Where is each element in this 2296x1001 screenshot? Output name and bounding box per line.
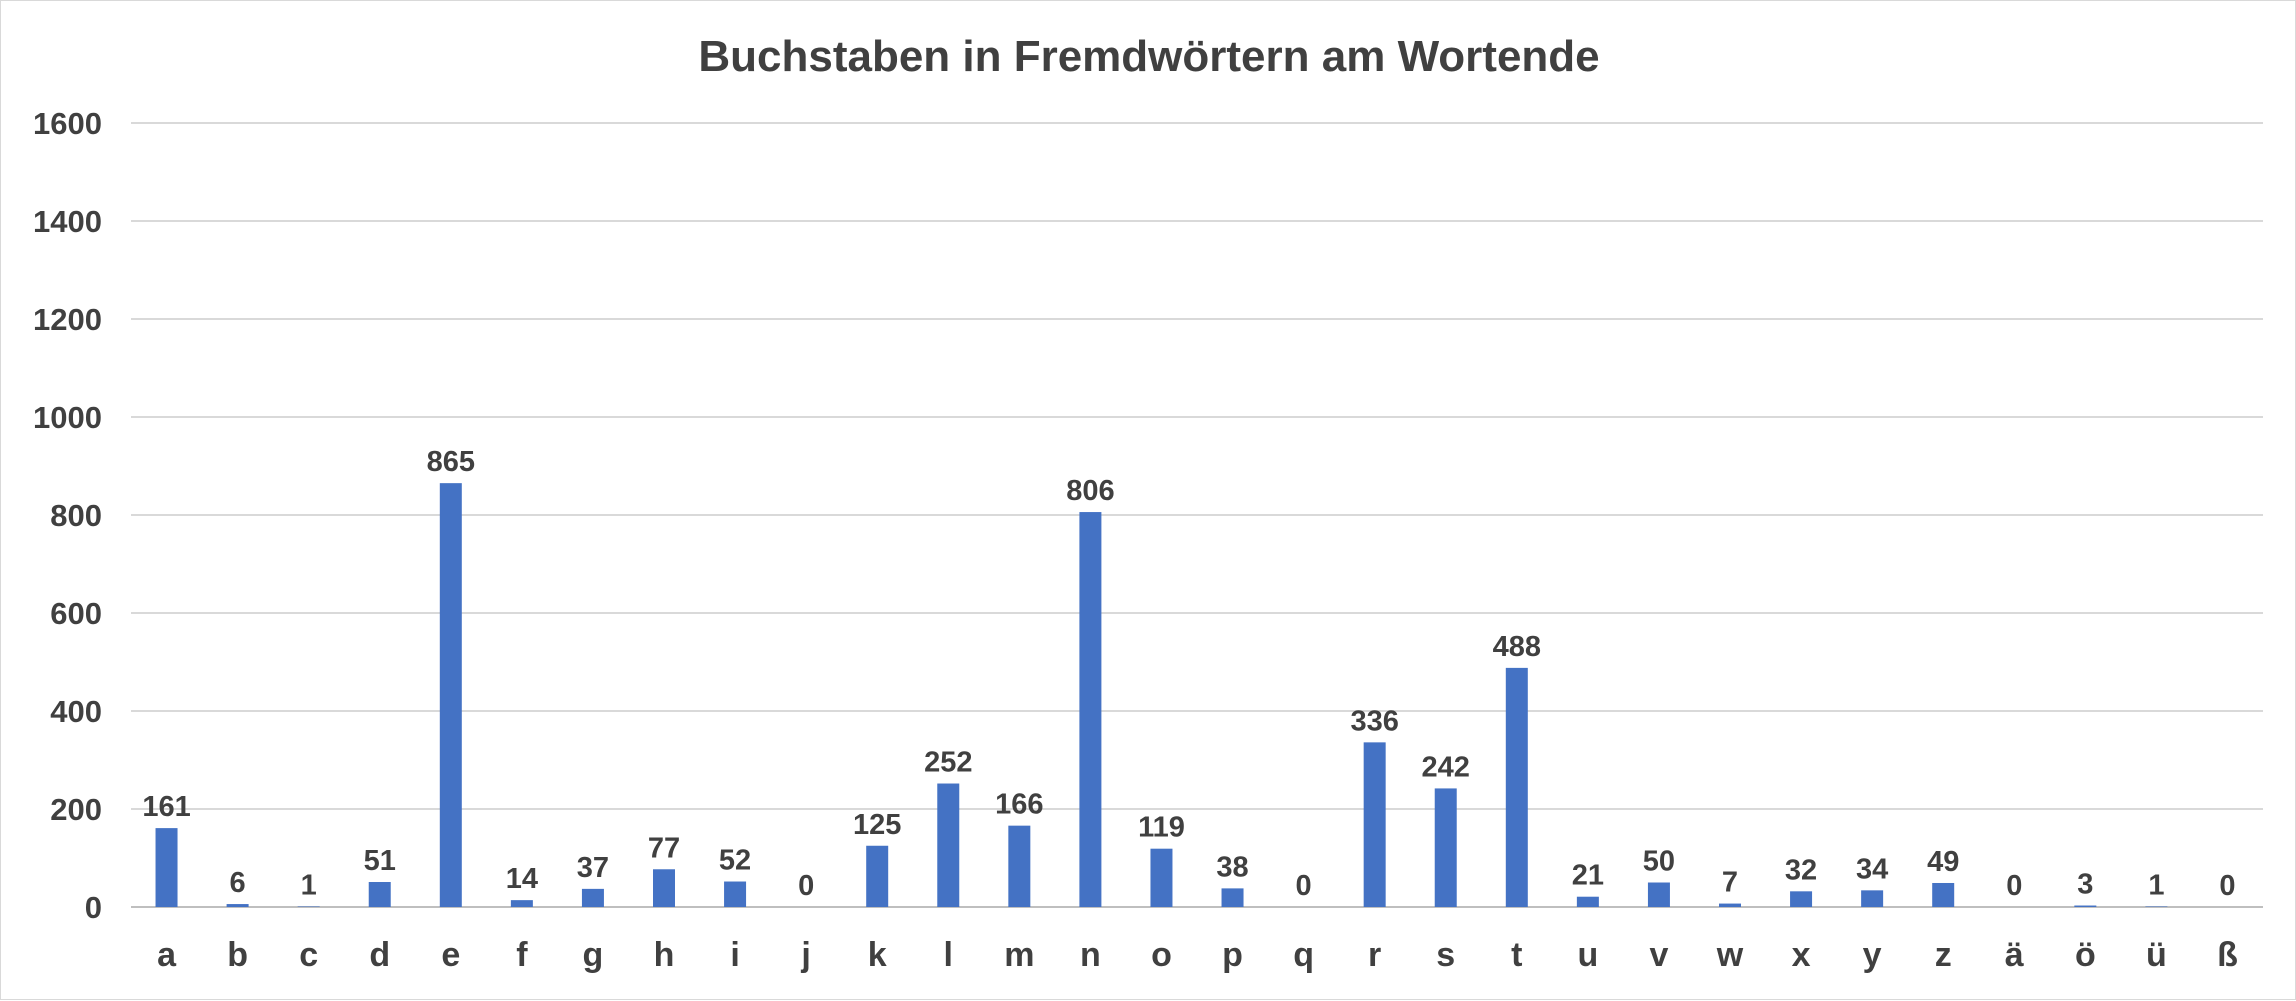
bar: [1790, 891, 1812, 907]
data-label: 0: [2219, 870, 2235, 902]
bar: [1222, 888, 1244, 907]
data-label: 37: [577, 852, 609, 884]
x-tick-label: y: [1863, 936, 1882, 974]
x-tick-label: ß: [2217, 936, 2238, 974]
x-tick-label: ä: [2005, 936, 2024, 974]
data-label: 252: [924, 747, 972, 779]
x-tick-label: i: [730, 936, 739, 974]
y-tick-label: 1200: [33, 302, 102, 337]
bar: [369, 882, 391, 907]
bar: [582, 889, 604, 907]
y-tick-label: 1600: [33, 106, 102, 141]
x-tick-label: d: [369, 936, 390, 974]
bar: [724, 882, 746, 907]
y-axis-ticks: 0 200 400 600 800 1000 1200 1400 1600: [33, 106, 102, 925]
x-tick-label: b: [227, 936, 248, 974]
x-tick-label: c: [299, 936, 318, 974]
x-tick-label: l: [944, 936, 953, 974]
bar: [2074, 906, 2096, 907]
x-tick-label: g: [583, 936, 604, 974]
x-tick-label: t: [1511, 936, 1522, 974]
bar: [440, 483, 462, 907]
bar: [1364, 742, 1386, 907]
data-label: 77: [648, 832, 680, 864]
data-label: 488: [1493, 631, 1541, 663]
data-label: 14: [506, 863, 538, 895]
data-label: 34: [1856, 853, 1888, 885]
y-tick-label: 1000: [33, 400, 102, 435]
data-label: 125: [853, 809, 901, 841]
y-tick-label: 1400: [33, 204, 102, 239]
data-label: 3: [2077, 869, 2093, 901]
y-tick-label: 400: [50, 694, 102, 729]
data-label: 0: [2006, 870, 2022, 902]
y-tick-label: 0: [85, 890, 102, 925]
bar: [1719, 904, 1741, 907]
data-label: 49: [1927, 846, 1959, 878]
bar: [227, 904, 249, 907]
x-tick-label: z: [1935, 936, 1952, 974]
data-label: 336: [1350, 705, 1398, 737]
y-tick-label: 600: [50, 596, 102, 631]
x-tick-label: e: [441, 936, 460, 974]
bar: [866, 846, 888, 907]
data-label: 161: [142, 791, 190, 823]
x-tick-label: n: [1080, 936, 1101, 974]
y-tick-label: 200: [50, 792, 102, 827]
x-tick-label: m: [1004, 936, 1034, 974]
data-label: 32: [1785, 854, 1817, 886]
x-tick-label: r: [1368, 936, 1381, 974]
bar: [1150, 849, 1172, 907]
x-tick-label: h: [654, 936, 675, 974]
bar: [1506, 668, 1528, 907]
x-tick-label: x: [1792, 936, 1811, 974]
data-label: 51: [364, 845, 396, 877]
data-label: 0: [798, 870, 814, 902]
data-label: 0: [1296, 870, 1312, 902]
bar: [653, 869, 675, 907]
y-tick-label: 800: [50, 498, 102, 533]
x-tick-label: ö: [2075, 936, 2096, 974]
data-label: 1: [301, 870, 317, 902]
x-tick-label: p: [1222, 936, 1243, 974]
chart-title: Buchstaben in Fremdwörtern am Wortende: [698, 32, 1599, 81]
bar: [1577, 897, 1599, 907]
bar: [1932, 883, 1954, 907]
x-tick-label: o: [1151, 936, 1172, 974]
bar: [1648, 883, 1670, 908]
bar: [1079, 512, 1101, 907]
data-label: 52: [719, 845, 751, 877]
data-label: 7: [1722, 867, 1738, 899]
bar: [1435, 788, 1457, 907]
data-label: 242: [1422, 751, 1470, 783]
bar: [1861, 890, 1883, 907]
data-label: 6: [230, 867, 246, 899]
x-tick-label: u: [1577, 936, 1598, 974]
data-label: 119: [1138, 812, 1185, 844]
bar: [1008, 826, 1030, 907]
data-label: 166: [995, 789, 1043, 821]
bar: [156, 828, 178, 907]
x-tick-label: v: [1649, 936, 1668, 974]
data-label: 38: [1216, 851, 1248, 883]
data-label: 21: [1572, 860, 1604, 892]
data-label: 50: [1643, 846, 1675, 878]
bar: [511, 900, 533, 907]
x-tick-label: q: [1293, 936, 1314, 974]
x-tick-label: j: [800, 936, 810, 974]
data-label: 1: [2148, 870, 2164, 902]
bar: [937, 784, 959, 907]
x-tick-label: s: [1436, 936, 1455, 974]
x-tick-label: a: [157, 936, 177, 974]
x-tick-label: k: [868, 936, 887, 974]
x-tick-label: f: [516, 936, 528, 974]
x-tick-label: ü: [2146, 936, 2167, 974]
data-label: 865: [427, 446, 475, 478]
x-tick-label: w: [1716, 936, 1744, 974]
data-label: 806: [1066, 475, 1114, 507]
